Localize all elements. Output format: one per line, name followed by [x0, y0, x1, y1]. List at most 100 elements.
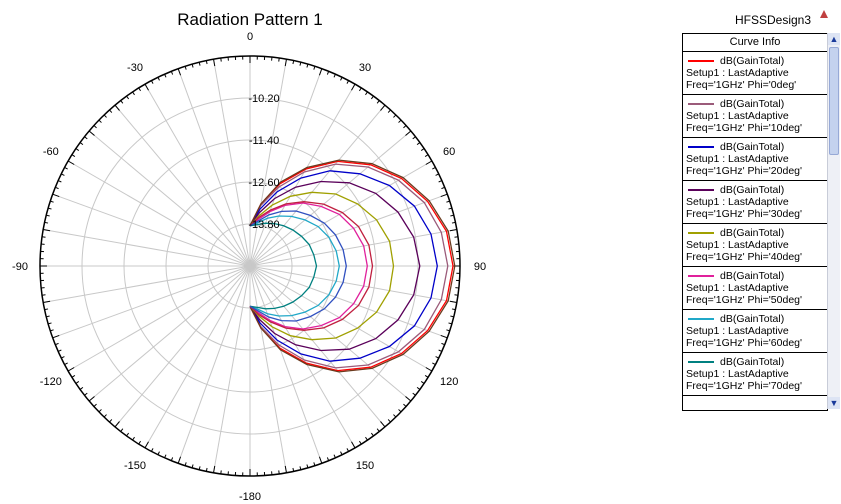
major-tick: [318, 456, 323, 464]
series-line-1: [249, 163, 449, 369]
minor-tick: [71, 375, 76, 378]
minor-tick: [138, 440, 141, 445]
minor-tick: [299, 466, 302, 470]
major-tick: [380, 104, 386, 111]
grid-spoke: [67, 160, 251, 267]
minor-tick: [79, 142, 84, 146]
major-tick: [351, 83, 356, 91]
minor-tick: [365, 436, 368, 441]
minor-tick: [184, 66, 187, 70]
major-tick: [177, 456, 182, 464]
minor-tick: [346, 80, 350, 84]
minor-tick: [376, 428, 380, 432]
minor-tick: [441, 342, 445, 346]
minor-tick: [313, 66, 316, 70]
angle-tick-label: 120: [440, 376, 458, 388]
minor-tick: [170, 457, 174, 461]
legend-scrollbar[interactable]: ▲ ▼: [827, 33, 840, 409]
minor-tick: [450, 214, 454, 217]
minor-tick: [333, 73, 336, 78]
legend-line3: Freq='1GHz' Phi='60deg': [686, 337, 803, 349]
minor-tick: [435, 173, 439, 176]
minor-tick: [150, 80, 154, 84]
major-tick: [284, 465, 287, 473]
scrollbar-thumb[interactable]: [829, 47, 839, 155]
major-tick: [43, 300, 51, 303]
minor-tick: [416, 142, 421, 146]
major-tick: [144, 441, 149, 449]
radial-tick-label: -11.40: [249, 135, 279, 147]
series-line-0: [249, 160, 454, 372]
minor-tick: [157, 451, 160, 455]
minor-tick: [103, 414, 107, 418]
minor-tick: [403, 403, 407, 407]
grid-spoke: [213, 59, 251, 267]
legend-line3: Freq='1GHz' Phi='30deg': [686, 208, 803, 220]
minor-tick: [446, 200, 450, 203]
grid-spoke: [114, 265, 251, 428]
radial-tick-label: -10.20: [248, 93, 279, 105]
minor-tick: [205, 467, 208, 472]
minor-tick: [292, 467, 295, 472]
grid-spoke: [114, 104, 251, 267]
series-line-6: [249, 215, 340, 317]
minor-tick: [393, 114, 397, 118]
minor-tick: [432, 362, 436, 366]
warning-triangle-icon[interactable]: [820, 10, 828, 18]
legend-swatch: [688, 189, 714, 191]
minor-tick: [109, 419, 113, 423]
legend-entry: dB(GainTotal) Setup1 : LastAdaptive Freq='…: [683, 353, 827, 396]
minor-tick: [412, 392, 416, 396]
minor-tick: [47, 322, 52, 325]
major-tick: [67, 160, 75, 165]
minor-tick: [451, 221, 456, 224]
minor-tick: [164, 454, 167, 459]
grid-spoke: [249, 68, 323, 267]
minor-tick: [64, 166, 68, 170]
minor-tick: [55, 342, 59, 346]
legend-line2: Setup1 : LastAdaptive: [686, 368, 789, 380]
minor-tick: [376, 100, 380, 104]
minor-tick: [398, 119, 402, 123]
minor-tick: [50, 329, 54, 332]
arrow-down-icon[interactable]: ▼: [828, 397, 840, 409]
grid-spoke: [144, 265, 251, 449]
major-tick: [213, 465, 216, 473]
minor-tick: [326, 457, 330, 461]
minor-tick: [292, 60, 295, 65]
grid-spoke: [249, 265, 356, 449]
angle-tick-label: -30: [127, 62, 143, 74]
minor-tick: [98, 409, 102, 413]
minor-tick: [333, 454, 336, 459]
legend-swatch: [688, 232, 714, 234]
minor-tick: [103, 114, 107, 118]
minor-tick: [299, 62, 302, 66]
radial-tick-label: -12.60: [248, 177, 279, 189]
grid-spoke: [43, 265, 251, 303]
major-tick: [449, 300, 457, 303]
legend-entry: dB(GainTotal) Setup1 : LastAdaptive Freq='…: [683, 52, 827, 95]
minor-tick: [184, 462, 187, 466]
angle-tick-label: -180: [239, 491, 261, 503]
series-line-2: [249, 170, 438, 362]
legend-line3: Freq='1GHz' Phi='50deg': [686, 294, 803, 306]
series-line-10: [249, 210, 347, 322]
angle-tick-label: -120: [40, 376, 62, 388]
legend-line1: dB(GainTotal): [720, 55, 785, 67]
arrow-up-icon[interactable]: ▲: [828, 33, 840, 45]
legend-entry: dB(GainTotal) Setup1 : LastAdaptive Freq='…: [683, 181, 827, 224]
legend-line1: dB(GainTotal): [720, 141, 785, 153]
major-tick: [318, 68, 323, 76]
series-line-8: [249, 159, 456, 373]
minor-tick: [424, 154, 429, 157]
major-tick: [440, 334, 448, 339]
minor-tick: [359, 440, 362, 445]
legend-entry: dB(GainTotal) Setup1 : LastAdaptive Freq='…: [683, 138, 827, 181]
legend-line2: Setup1 : LastAdaptive: [686, 110, 789, 122]
angle-tick-label: 30: [359, 62, 371, 74]
minor-tick: [132, 436, 135, 441]
angle-tick-label: 90: [474, 261, 486, 273]
major-tick: [380, 421, 386, 428]
angle-tick-label: -150: [124, 460, 146, 472]
major-tick: [351, 441, 356, 449]
